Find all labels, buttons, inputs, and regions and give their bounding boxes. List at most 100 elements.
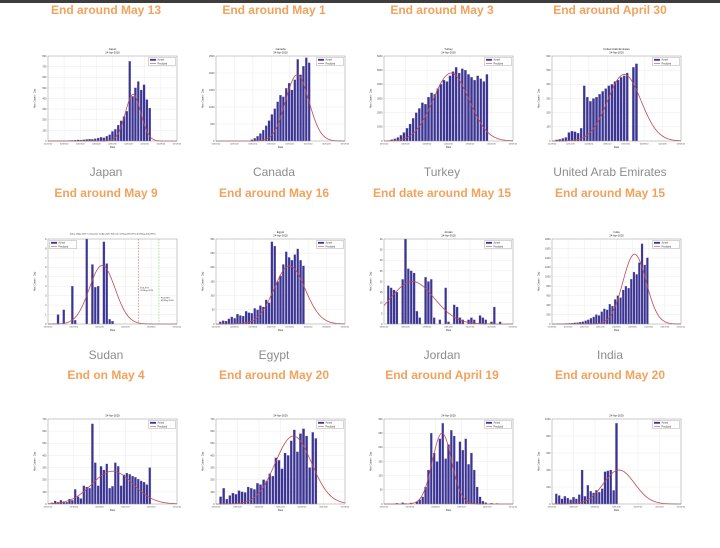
svg-text:05/14/20: 05/14/20: [319, 506, 328, 508]
svg-text:800: 800: [546, 285, 551, 288]
svg-text:300: 300: [42, 108, 47, 111]
svg-text:01/30/20: 01/30/20: [548, 326, 557, 328]
svg-text:03/25/20: 03/25/20: [401, 143, 410, 145]
svg-text:03/01/20: 03/01/20: [249, 143, 258, 145]
svg-text:United Arab Emirates: United Arab Emirates: [603, 47, 630, 51]
svg-text:04/02/20: 04/02/20: [255, 506, 264, 508]
svg-text:25: 25: [380, 270, 383, 273]
svg-text:04/24/20: 04/24/20: [121, 326, 130, 328]
svg-text:600: 600: [210, 430, 215, 433]
svg-text:5: 5: [45, 276, 47, 279]
svg-text:2000: 2000: [209, 72, 215, 75]
svg-text:24-Apr-2020: 24-Apr-2020: [441, 233, 456, 237]
svg-text:200: 200: [42, 119, 47, 122]
svg-text:Japan: Japan: [109, 47, 117, 51]
svg-text:05/11/20: 05/11/20: [509, 506, 517, 508]
svg-text:03/29/20: 03/29/20: [95, 506, 104, 508]
svg-text:Predicted: Predicted: [662, 426, 672, 429]
svg-text:Predicted: Predicted: [59, 246, 69, 249]
svg-text:05/06/20: 05/06/20: [466, 143, 475, 145]
svg-text:200: 200: [378, 446, 383, 449]
svg-text:New Cases - Day: New Cases - Day: [202, 88, 205, 108]
svg-text:05/11/20: 05/11/20: [487, 326, 496, 328]
end-date-header: End around May 13: [22, 3, 190, 17]
svg-text:Actual: Actual: [59, 242, 66, 245]
svg-text:700: 700: [42, 66, 47, 69]
svg-text:600: 600: [42, 430, 47, 433]
svg-text:New Cases - Day: New Cases - Day: [538, 88, 541, 108]
svg-text:05/13/20: 05/13/20: [173, 143, 181, 145]
svg-text:1200: 1200: [545, 266, 551, 269]
svg-text:300: 300: [210, 238, 215, 241]
svg-text:03/13/20: 03/13/20: [44, 326, 53, 328]
svg-text:02/13/20: 02/13/20: [564, 326, 573, 328]
svg-text:Actual: Actual: [494, 422, 501, 425]
svg-text:03/16/20: 03/16/20: [569, 506, 578, 508]
svg-text:04/26/20: 04/26/20: [147, 506, 156, 508]
svg-text:1400: 1400: [545, 257, 551, 260]
svg-text:24-Apr-2020: 24-Apr-2020: [609, 233, 624, 237]
svg-text:03/27/20: 03/27/20: [70, 326, 79, 328]
svg-text:03/19/20: 03/19/20: [233, 506, 242, 508]
svg-text:03/11/20: 03/11/20: [603, 143, 612, 145]
svg-text:8: 8: [45, 247, 47, 250]
svg-text:New Cases - Day: New Cases - Day: [370, 271, 373, 291]
svg-text:03/15/20: 03/15/20: [267, 143, 276, 145]
svg-text:800: 800: [546, 435, 551, 438]
svg-text:24-Apr-2020: 24-Apr-2020: [273, 413, 288, 417]
svg-text:04/09/20: 04/09/20: [628, 326, 637, 328]
svg-text:05/10/20: 05/10/20: [173, 506, 181, 508]
svg-text:50: 50: [380, 489, 383, 492]
svg-text:03/11/20: 03/11/20: [380, 143, 389, 145]
svg-text:600: 600: [546, 295, 551, 298]
svg-text:Predicted: Predicted: [158, 63, 168, 66]
svg-text:02/14/20: 02/14/20: [212, 326, 221, 328]
svg-text:02/05/20: 02/05/20: [60, 143, 69, 145]
svg-text:05/15/20: 05/15/20: [341, 143, 349, 145]
svg-text:200: 200: [210, 479, 215, 482]
svg-text:1000: 1000: [377, 126, 383, 129]
svg-text:700: 700: [210, 418, 215, 421]
svg-text:Predicted: Predicted: [494, 426, 504, 429]
svg-text:1000: 1000: [209, 106, 215, 109]
svg-text:04/13/20: 04/13/20: [457, 506, 466, 508]
svg-text:150: 150: [378, 460, 383, 463]
svg-text:100: 100: [378, 475, 383, 478]
svg-text:03/01/20: 03/01/20: [44, 506, 53, 508]
svg-text:24-Apr-2020: 24-Apr-2020: [273, 50, 288, 54]
svg-text:600: 600: [546, 452, 551, 455]
svg-text:400: 400: [546, 469, 551, 472]
svg-text:Actual: Actual: [662, 242, 669, 245]
svg-text:05/20/20: 05/20/20: [487, 143, 496, 145]
svg-text:Actual: Actual: [494, 59, 501, 62]
svg-text:04/24/20: 04/24/20: [304, 326, 313, 328]
svg-text:Date: Date: [110, 329, 116, 332]
svg-text:New Cases - Day: New Cases - Day: [202, 451, 205, 471]
svg-text:Date: Date: [278, 146, 284, 149]
end-date-header: End around May 9: [22, 186, 190, 200]
svg-text:Actual: Actual: [158, 422, 165, 425]
svg-text:04/10/20: 04/10/20: [285, 326, 294, 328]
svg-text:04/01/20: 04/01/20: [124, 143, 133, 145]
svg-text:600: 600: [42, 76, 47, 79]
svg-text:02-May-2020: 02-May-2020: [140, 290, 154, 292]
country-label: Jordan: [358, 348, 526, 362]
svg-text:Date: Date: [278, 329, 284, 332]
svg-text:04/23/20: 04/23/20: [644, 326, 653, 328]
svg-text:Predicted: Predicted: [494, 246, 504, 249]
svg-text:New Cases - Day: New Cases - Day: [34, 88, 37, 108]
svg-text:04/08/20: 04/08/20: [423, 143, 432, 145]
svg-text:Egypt: Egypt: [277, 230, 284, 234]
svg-text:Date: Date: [278, 509, 284, 512]
svg-text:200: 200: [546, 486, 551, 489]
svg-text:9: 9: [45, 238, 47, 241]
svg-text:New Cases - Day: New Cases - Day: [34, 451, 37, 471]
svg-text:Predicted: Predicted: [158, 426, 168, 429]
svg-text:400: 400: [210, 454, 215, 457]
